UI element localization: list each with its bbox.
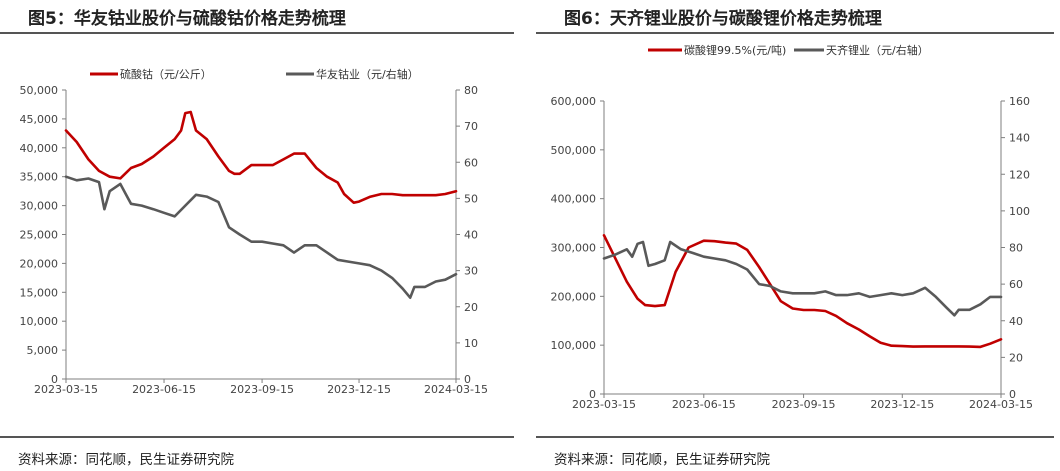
y-tick-label-left: 35,000 <box>20 171 59 184</box>
y-tick-label-left: 300,000 <box>551 242 597 255</box>
x-tick-label: 2023-12-15 <box>327 383 391 396</box>
y-tick-label-left: 30,000 <box>20 200 59 213</box>
y-tick-label-left: 45,000 <box>20 113 59 126</box>
y-tick-label-right: 70 <box>464 120 478 133</box>
y-tick-label-right: 0 <box>1009 388 1016 401</box>
y-tick-label-left: 100,000 <box>551 339 597 352</box>
y-tick-label-left: 500,000 <box>551 144 597 157</box>
y-tick-label-right: 30 <box>464 265 478 278</box>
x-tick-label: 2023-06-15 <box>132 383 196 396</box>
series-line-1 <box>602 240 1003 317</box>
y-tick-label-right: 140 <box>1009 132 1030 145</box>
y-tick-label-right: 20 <box>1009 351 1023 364</box>
legend-label: 天齐锂业（元/右轴） <box>826 43 929 57</box>
title-divider <box>0 32 514 34</box>
y-tick-label-left: 400,000 <box>551 193 597 206</box>
y-tick-label-left: 10,000 <box>20 315 59 328</box>
legend-label: 碳酸锂99.5%(元/吨) <box>684 43 786 57</box>
legend-label: 硫酸钴（元/公斤） <box>120 67 212 81</box>
source-note: 资料来源：同花顺，民生证券研究院 <box>554 452 770 468</box>
y-tick-label-left: 25,000 <box>20 229 59 242</box>
series-line-0 <box>64 110 458 204</box>
source-note: 资料来源：同花顺，民生证券研究院 <box>18 452 234 468</box>
y-tick-label-left: 50,000 <box>20 84 59 97</box>
x-tick-label: 2024-03-15 <box>424 383 488 396</box>
y-tick-label-right: 80 <box>464 84 478 97</box>
y-tick-label-right: 80 <box>1009 242 1023 255</box>
x-tick-label: 2023-12-15 <box>870 398 934 411</box>
figure-5-panel: 图5：华友钴业股价与硫酸钴价格走势梳理 0 5,000 10,000 15,000 20… <box>0 0 520 471</box>
y-tick-label-right: 60 <box>464 156 478 169</box>
y-tick-label-left: 600,000 <box>551 95 597 108</box>
y-tick-label-right: 60 <box>1009 278 1023 291</box>
series-line-1 <box>64 175 458 300</box>
y-tick-label-right: 40 <box>464 229 478 242</box>
x-tick-label: 2023-03-15 <box>34 383 98 396</box>
x-tick-label: 2023-06-15 <box>672 398 736 411</box>
x-tick-label: 2023-09-15 <box>230 383 294 396</box>
y-tick-label-right: 10 <box>464 337 478 350</box>
y-tick-label-right: 50 <box>464 192 478 205</box>
lithium-chart: 0 100,000 200,000 300,000 400,000 500,000 600,… <box>551 43 1033 411</box>
y-tick-label-right: 20 <box>464 301 478 314</box>
y-tick-label-right: 0 <box>464 373 471 386</box>
y-tick-label-right: 40 <box>1009 315 1023 328</box>
figure-title: 图6：天齐锂业股价与碳酸锂价格走势梳理 <box>564 9 882 29</box>
y-tick-label-left: 5,000 <box>27 344 59 357</box>
x-tick-label: 2023-03-15 <box>572 398 636 411</box>
y-tick-label-left: 200,000 <box>551 290 597 303</box>
y-tick-label-right: 120 <box>1009 168 1030 181</box>
figure-6-panel: 图6：天齐锂业股价与碳酸锂价格走势梳理 0 100,000 200,000 300,0… <box>536 0 1060 471</box>
x-tick-label: 2024-03-15 <box>969 398 1033 411</box>
y-tick-label-left: 0 <box>51 373 58 386</box>
y-tick-label-right: 100 <box>1009 205 1030 218</box>
y-tick-label-right: 160 <box>1009 95 1030 108</box>
y-tick-label-left: 15,000 <box>20 286 59 299</box>
y-tick-label-left: 20,000 <box>20 257 59 270</box>
cobalt-chart: 0 5,000 10,000 15,000 20,000 25,000 30,000 35,0… <box>20 67 488 396</box>
x-tick-label: 2023-09-15 <box>772 398 836 411</box>
title-divider <box>536 32 1054 34</box>
bottom-divider <box>0 436 514 438</box>
bottom-divider <box>536 436 1054 438</box>
y-tick-label-left: 0 <box>589 388 596 401</box>
y-tick-label-left: 40,000 <box>20 142 59 155</box>
series-line-0 <box>602 234 1003 349</box>
legend-label: 华友钴业（元/右轴） <box>316 67 419 81</box>
figure-title: 图5：华友钴业股价与硫酸钴价格走势梳理 <box>28 9 346 29</box>
